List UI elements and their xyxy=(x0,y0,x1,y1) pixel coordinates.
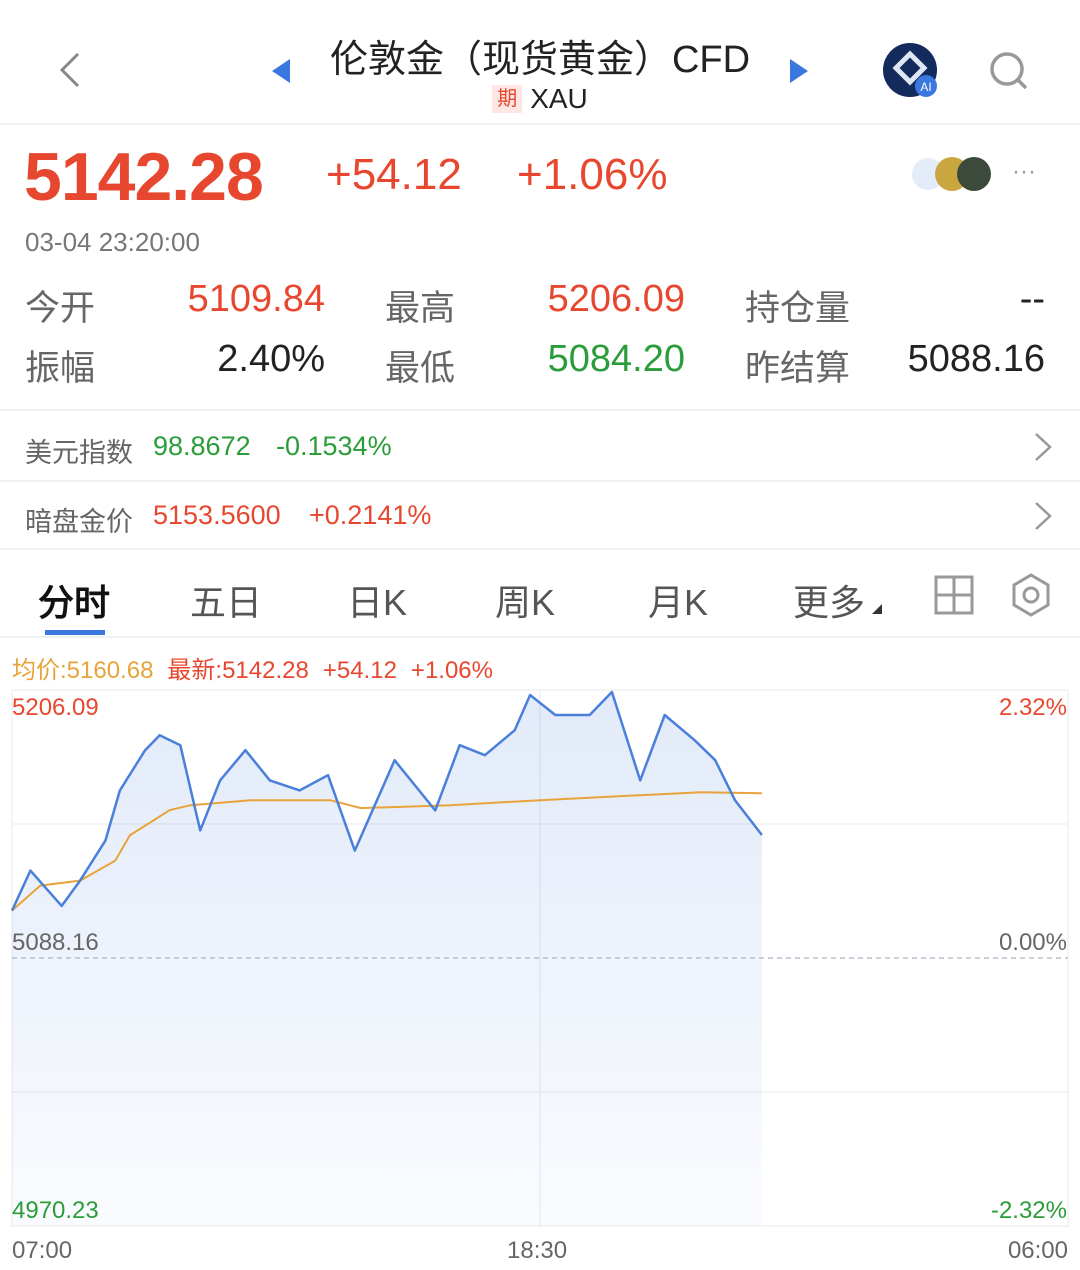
prev-triangle-icon[interactable] xyxy=(270,57,292,85)
related-change: -0.1534% xyxy=(276,431,392,461)
stat-label: 昨结算 xyxy=(745,349,851,388)
back-chevron-icon[interactable] xyxy=(56,50,86,90)
social-avatars-icon[interactable] xyxy=(910,155,1002,193)
symbol-code: XAU xyxy=(530,83,588,114)
next-triangle-icon[interactable] xyxy=(788,57,810,85)
search-icon[interactable] xyxy=(988,50,1030,92)
stat-value: 2.40% xyxy=(217,338,325,380)
settings-gear-icon[interactable] xyxy=(1010,573,1052,617)
active-tab-indicator xyxy=(45,630,105,635)
y-tick-bottom-right: -2.32% xyxy=(990,1197,1067,1224)
y-tick-top-left: 5206.09 xyxy=(12,694,99,721)
related-row-usd-index[interactable]: 美元指数 98.8672 -0.1534% xyxy=(0,413,1080,479)
related-change: +0.2141% xyxy=(309,500,432,530)
legend-change: +54.12 xyxy=(322,657,397,684)
chevron-right-icon xyxy=(1035,502,1052,530)
ai-assistant-icon[interactable]: AI xyxy=(882,42,942,102)
tab-daily-k[interactable]: 日K xyxy=(347,582,408,623)
x-tick-end: 06:00 xyxy=(1007,1237,1068,1264)
last-price: 5142.28 xyxy=(24,139,264,215)
y-tick-bottom-left: 4970.23 xyxy=(12,1197,99,1224)
more-options-button[interactable]: ··· xyxy=(1012,158,1036,185)
stat-label: 持仓量 xyxy=(745,289,851,328)
stat-value: 5088.16 xyxy=(907,338,1045,380)
x-tick-start: 07:00 xyxy=(12,1237,73,1264)
stat-value: 5206.09 xyxy=(547,278,685,320)
tab-more[interactable]: 更多 xyxy=(793,582,866,623)
price-change-pct: +1.06% xyxy=(517,150,668,199)
tab-monthly-k[interactable]: 月K xyxy=(648,582,709,623)
avg-price-line xyxy=(11,791,762,912)
legend-change-pct: +1.06% xyxy=(410,657,493,684)
tab-intraday[interactable]: 分时 xyxy=(38,582,111,623)
avg-price-legend: 均价:5160.68 xyxy=(12,657,154,684)
stat-label: 今开 xyxy=(25,289,96,328)
related-value: 98.8672 xyxy=(153,431,251,461)
related-value: 5153.5600 xyxy=(153,500,281,530)
page-title: 伦敦金（现货黄金）CFD xyxy=(329,39,751,81)
price-area-fill xyxy=(12,692,762,1226)
stat-label: 振幅 xyxy=(25,349,96,388)
stat-value: -- xyxy=(1019,278,1045,320)
related-label: 美元指数 xyxy=(25,438,133,468)
y-tick-mid-left: 5088.16 xyxy=(12,929,99,956)
x-tick-mid: 18:30 xyxy=(507,1237,568,1264)
stat-value: 5109.84 xyxy=(187,278,325,320)
quote-timestamp: 03-04 23:20:00 xyxy=(25,227,200,257)
tab-weekly-k[interactable]: 周K xyxy=(495,582,556,623)
price-change: +54.12 xyxy=(326,150,462,199)
chevron-right-icon xyxy=(1035,433,1052,461)
tab-five-day[interactable]: 五日 xyxy=(190,582,263,623)
futures-badge: 期 xyxy=(492,85,523,113)
price-line xyxy=(10,690,763,912)
latest-price-legend: 最新:5142.28 xyxy=(167,657,309,684)
layout-grid-icon[interactable] xyxy=(934,575,974,615)
related-label: 暗盘金价 xyxy=(25,507,133,537)
stat-label: 最低 xyxy=(385,349,456,388)
stat-label: 最高 xyxy=(385,289,456,328)
y-tick-top-right: 2.32% xyxy=(998,694,1067,721)
y-tick-mid-right: 0.00% xyxy=(998,929,1067,956)
svg-text:AI: AI xyxy=(920,80,931,94)
related-row-after-hours-gold[interactable]: 暗盘金价 5153.5600 +0.2141% xyxy=(0,482,1080,548)
stat-value: 5084.20 xyxy=(547,338,685,380)
dropdown-corner-icon xyxy=(872,604,882,614)
